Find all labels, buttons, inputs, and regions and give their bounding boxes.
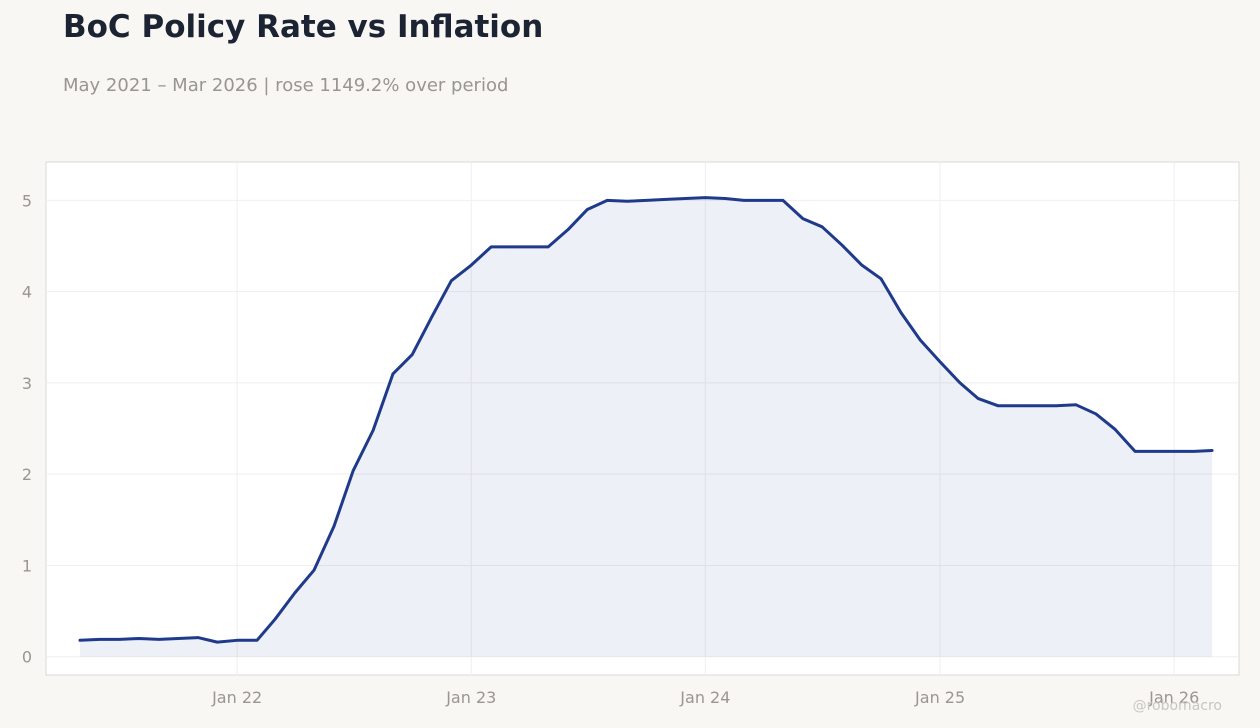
data-point — [1173, 450, 1176, 453]
y-tick-label: 2 — [22, 465, 32, 484]
data-point — [958, 381, 962, 385]
data-point — [724, 197, 727, 200]
data-point — [1035, 404, 1039, 407]
data-point — [996, 404, 1000, 407]
data-point — [1114, 428, 1117, 431]
data-point — [371, 429, 375, 432]
data-point — [860, 263, 864, 267]
data-points — [78, 196, 1214, 644]
data-point — [566, 228, 570, 231]
data-point — [78, 639, 82, 642]
data-point — [98, 638, 102, 641]
data-point — [1094, 412, 1098, 416]
data-point — [470, 263, 473, 267]
data-point — [273, 618, 277, 621]
data-point — [684, 197, 687, 200]
data-point — [117, 638, 121, 641]
data-point — [919, 338, 922, 342]
plot-area — [45, 161, 1240, 676]
data-point — [235, 639, 239, 642]
data-point — [1133, 450, 1137, 453]
data-point — [352, 469, 355, 472]
x-tick-label: Jan 23 — [445, 688, 496, 707]
data-point — [489, 245, 493, 249]
data-point — [1192, 450, 1196, 453]
y-tick-label: 0 — [22, 648, 32, 667]
data-point — [586, 208, 589, 211]
data-point — [137, 637, 141, 640]
data-point — [645, 199, 648, 202]
y-tick-label: 1 — [22, 556, 32, 575]
data-point — [704, 196, 707, 199]
data-point — [391, 372, 395, 375]
data-point — [899, 311, 903, 314]
data-point — [781, 199, 785, 202]
x-tick-label: Jan 24 — [679, 688, 730, 707]
data-point — [527, 245, 531, 249]
data-point — [1210, 449, 1214, 452]
data-point — [430, 315, 434, 318]
y-tick-label: 4 — [22, 283, 32, 302]
data-point — [176, 637, 180, 640]
data-point — [879, 277, 883, 281]
data-point — [976, 397, 980, 400]
data-point — [1153, 450, 1156, 453]
y-tick-label: 3 — [22, 374, 32, 393]
x-tick-label: Jan 22 — [211, 688, 262, 707]
data-point — [625, 200, 629, 203]
data-point — [840, 243, 844, 247]
data-point — [762, 199, 765, 202]
data-point — [293, 591, 297, 595]
data-point — [216, 640, 219, 644]
x-tick-label: Jan 25 — [914, 688, 965, 707]
data-point — [547, 245, 550, 249]
data-point — [1074, 403, 1078, 407]
grid-lines — [46, 162, 1239, 675]
data-point — [411, 353, 414, 356]
data-point — [665, 198, 668, 201]
watermark-text: @robomacro — [1133, 698, 1222, 714]
data-point — [742, 199, 746, 202]
data-point — [820, 225, 824, 229]
data-point — [1055, 404, 1058, 407]
data-point — [157, 638, 161, 641]
x-tick-label: Jan 26 — [1148, 688, 1199, 707]
data-point — [938, 360, 942, 364]
data-point — [606, 199, 609, 202]
data-point — [1015, 404, 1019, 407]
y-axis-ticks: 0 1 2 3 4 5 — [22, 191, 32, 666]
chart-subtitle: May 2021 – Mar 2026 | rose 1149.2% over … — [63, 75, 509, 96]
data-point — [332, 525, 336, 528]
data-point — [801, 217, 805, 220]
data-point — [312, 568, 316, 572]
data-point — [507, 245, 511, 249]
series-area-fill — [79, 197, 1213, 657]
data-point — [255, 639, 259, 642]
x-axis-ticks: Jan 22 Jan 23 Jan 24 Jan 25 Jan 26 — [211, 688, 1199, 707]
data-point — [450, 279, 453, 282]
chart-title: BoC Policy Rate vs Inflation — [63, 9, 544, 45]
data-point — [196, 636, 200, 639]
y-tick-label: 5 — [22, 191, 32, 210]
